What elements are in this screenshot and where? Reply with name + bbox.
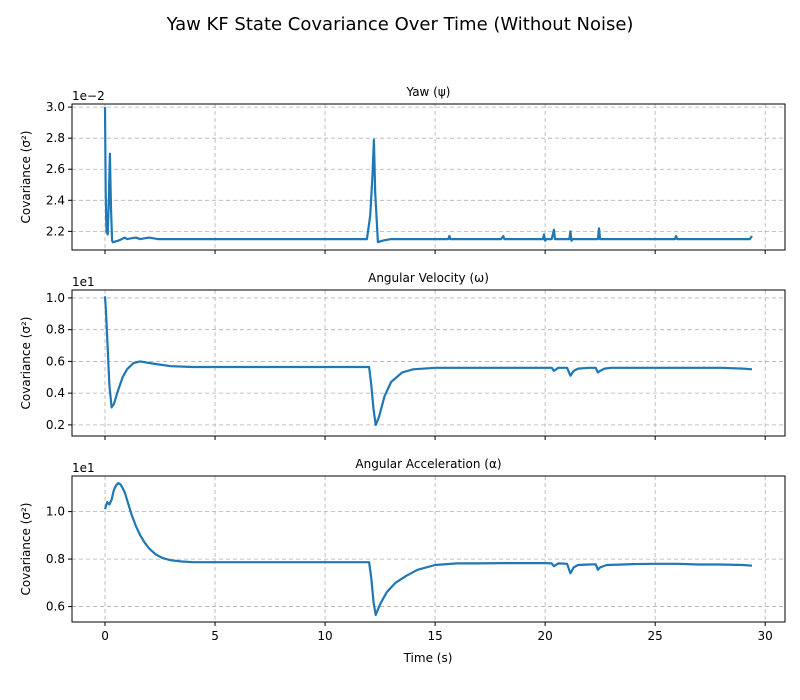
subplot-1: 2.2 2.4 2.6 2.8 3.0 Yaw (ψ) 1e−2 Covariance (σ²… bbox=[19, 85, 786, 254]
y-tick-label: 0.2 bbox=[46, 418, 65, 432]
y-tick-label: 2.8 bbox=[46, 131, 65, 145]
subplot-title: Angular Velocity (ω) bbox=[368, 271, 489, 285]
x-tick-label: 20 bbox=[537, 629, 552, 643]
y-tick-label: 2.4 bbox=[46, 193, 65, 207]
x-tick-label: 5 bbox=[211, 629, 219, 643]
axes-frame bbox=[71, 475, 786, 623]
series-line-1 bbox=[103, 296, 753, 426]
y-tick-label: 3.0 bbox=[46, 100, 65, 114]
axes-frame bbox=[71, 103, 786, 251]
y-tick-label: 0.8 bbox=[46, 323, 65, 337]
y-tick-label: 0.6 bbox=[46, 600, 65, 614]
x-axis-label: Time (s) bbox=[403, 651, 453, 665]
subplot-2: 0.2 0.4 0.6 0.8 1.0 Angular Velocity (ω) 1e1 Co… bbox=[19, 271, 786, 440]
x-tick-label: 15 bbox=[427, 629, 442, 643]
axes-frame bbox=[71, 289, 786, 437]
x-tick-label: 0 bbox=[101, 629, 109, 643]
y-tick-label: 1.0 bbox=[46, 505, 65, 519]
subplot-title: Yaw (ψ) bbox=[406, 85, 451, 99]
y-axis-label: Covariance (σ²) bbox=[19, 317, 33, 410]
x-tick-label: 10 bbox=[317, 629, 332, 643]
x-tick-label: 30 bbox=[758, 629, 773, 643]
series-line-1 bbox=[103, 482, 753, 617]
y-tick-label: 2.2 bbox=[46, 224, 65, 238]
figure-title: Yaw KF State Covariance Over Time (Witho… bbox=[166, 14, 634, 35]
y-axis-label: Covariance (σ²) bbox=[19, 503, 33, 596]
y-tick-label: 1.0 bbox=[46, 291, 65, 305]
subplot-title: Angular Acceleration (α) bbox=[355, 457, 501, 471]
y-tick-label: 2.6 bbox=[46, 162, 65, 176]
y-tick-label: 0.6 bbox=[46, 354, 65, 368]
y-offset-text: 1e1 bbox=[72, 461, 95, 475]
subplot-3: 0 5 10 15 20 25 30 0.6 0.8 1.0 Angular Acceleratio… bbox=[19, 457, 786, 643]
series-line-1 bbox=[103, 107, 753, 244]
subplots: 2.2 2.4 2.6 2.8 3.0 Yaw (ψ) 1e−2 Covariance (σ²… bbox=[19, 85, 786, 643]
y-axis-label: Covariance (σ²) bbox=[19, 131, 33, 224]
y-offset-text: 1e−2 bbox=[72, 89, 105, 103]
y-tick-label: 0.4 bbox=[46, 386, 65, 400]
y-tick-label: 0.8 bbox=[46, 552, 65, 566]
y-offset-text: 1e1 bbox=[72, 275, 95, 289]
x-tick-label: 25 bbox=[648, 629, 663, 643]
